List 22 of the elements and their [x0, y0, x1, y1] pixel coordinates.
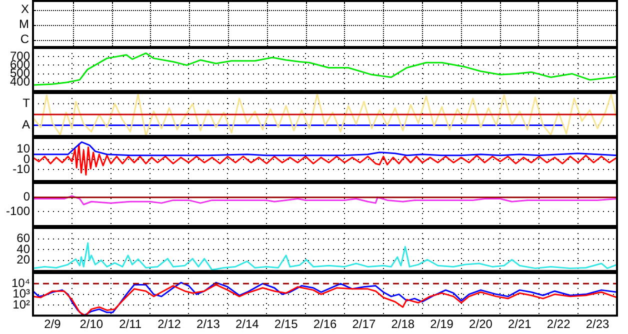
text: M: [18, 16, 29, 30]
x-tick-label: 2/17: [352, 317, 376, 332]
text: T: [22, 96, 31, 110]
x-tick-label: 2/14: [235, 317, 260, 332]
x-tick-label: 2/13: [196, 317, 220, 332]
x-tick-label: 2/15: [274, 317, 298, 332]
x-tick-label: 2/21: [508, 317, 532, 332]
y-tick-label: 0: [23, 190, 30, 204]
x-tick-label: 2/22: [546, 317, 571, 332]
x-tick-label: 2/19: [430, 317, 454, 332]
text: C: [19, 32, 29, 46]
x-tick-label: 2/16: [313, 317, 337, 332]
x-tick-label: 2/11: [119, 317, 142, 332]
x-tick-label: 2/10: [80, 317, 104, 332]
x-tick-label: 2/9: [44, 317, 62, 332]
x-tick-label: 2/12: [158, 317, 182, 332]
text: A: [22, 118, 30, 132]
x-tick-label: 2/20: [469, 317, 493, 332]
text: X: [20, 2, 29, 16]
x-tick-label: 2/18: [391, 317, 415, 332]
x-tick-label: 2/23: [586, 317, 610, 332]
y-tick-label: -100: [6, 204, 30, 218]
